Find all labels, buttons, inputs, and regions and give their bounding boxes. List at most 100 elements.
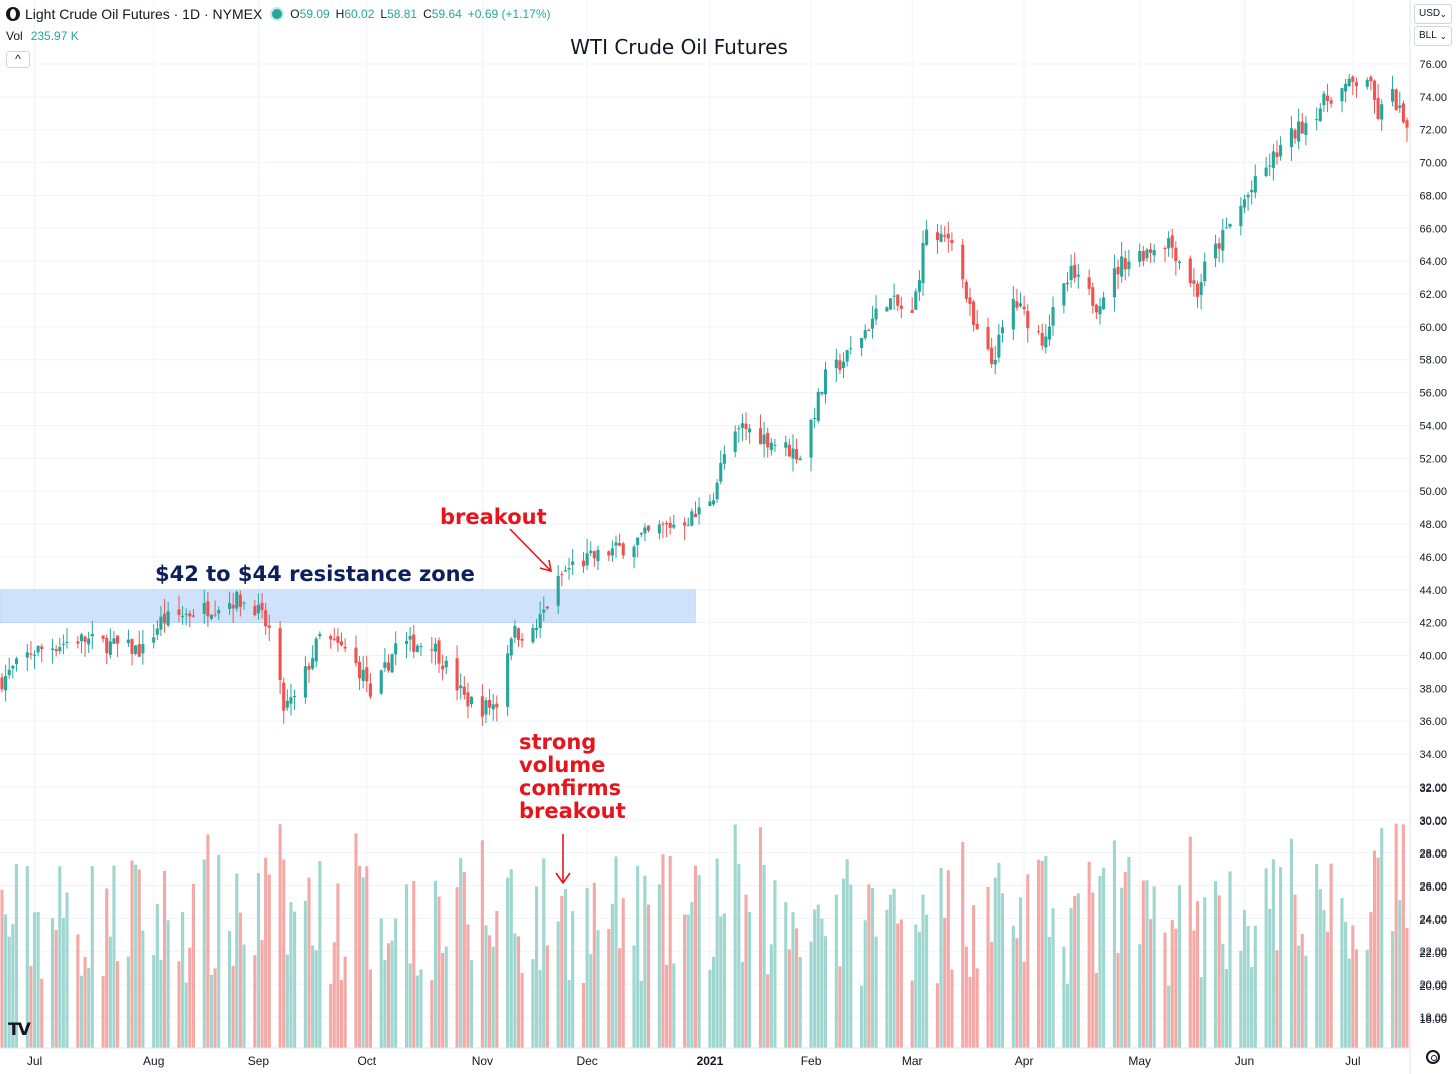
candle-body bbox=[784, 442, 788, 448]
candle-body bbox=[11, 665, 15, 669]
candle-body bbox=[404, 641, 409, 645]
price-series bbox=[0, 73, 1409, 726]
volume-bar bbox=[1228, 871, 1232, 1048]
candle-body bbox=[1365, 79, 1369, 87]
volume-bar bbox=[668, 855, 672, 1048]
candle-body bbox=[1325, 95, 1330, 101]
candle-body bbox=[791, 448, 795, 459]
volume-bar bbox=[83, 956, 87, 1048]
candle-body bbox=[1239, 205, 1243, 227]
candle-body bbox=[1000, 327, 1005, 334]
candle-body bbox=[332, 638, 336, 640]
candle-body bbox=[90, 633, 94, 637]
candle-body bbox=[1037, 331, 1041, 333]
candle-body bbox=[592, 551, 596, 559]
candle-body bbox=[260, 602, 264, 611]
volume-bar bbox=[1268, 908, 1272, 1048]
candle-body bbox=[1026, 310, 1030, 329]
volume-bar bbox=[166, 920, 170, 1048]
volume-bar bbox=[972, 905, 976, 1048]
candle-body bbox=[379, 670, 383, 694]
volume-bar bbox=[40, 978, 44, 1048]
gear-icon[interactable] bbox=[1426, 1050, 1440, 1064]
volume-bar bbox=[1315, 863, 1319, 1048]
candle-body bbox=[990, 347, 994, 364]
collapse-legend-button[interactable]: ^ bbox=[6, 51, 30, 68]
candle-body bbox=[1224, 227, 1228, 229]
volume-bar bbox=[1011, 925, 1015, 1048]
volume-bar bbox=[1300, 933, 1304, 1048]
candle-body bbox=[1040, 333, 1044, 346]
volume-bar bbox=[480, 840, 484, 1048]
candle-body bbox=[383, 662, 387, 668]
candle-body bbox=[1242, 199, 1247, 208]
volume-bar bbox=[36, 911, 40, 1048]
candle-body bbox=[459, 685, 463, 689]
volume-bar bbox=[155, 903, 159, 1048]
candle-body bbox=[809, 419, 813, 458]
volume-bar bbox=[1000, 893, 1005, 1048]
volume-note: strong volume confirms breakout bbox=[519, 731, 626, 823]
volume-bar bbox=[469, 960, 474, 1048]
candle-body bbox=[1279, 145, 1283, 157]
volume-bar bbox=[177, 961, 181, 1048]
x-tick-label: Oct bbox=[357, 1054, 376, 1068]
volume-bar bbox=[758, 827, 763, 1048]
symbol-title[interactable]: Light Crude Oil Futures · 1D · NYMEX bbox=[25, 6, 263, 22]
volume-bar bbox=[834, 894, 838, 1048]
candle-body bbox=[1401, 103, 1405, 123]
volume-bar bbox=[90, 866, 94, 1048]
volume-bar bbox=[459, 857, 463, 1048]
volume-bar bbox=[596, 930, 600, 1048]
candle-body bbox=[1300, 121, 1304, 134]
candle-body bbox=[571, 561, 575, 565]
candle-body bbox=[1018, 303, 1023, 307]
volume-bar bbox=[686, 914, 690, 1048]
tradingview-logo[interactable]: TV bbox=[8, 1020, 31, 1040]
ohlc-open: O59.09 bbox=[290, 7, 330, 21]
volume-bar bbox=[665, 964, 669, 1048]
candle-body bbox=[394, 643, 398, 655]
volume-bar bbox=[231, 965, 235, 1048]
volume-bar bbox=[506, 877, 510, 1048]
volume-bar bbox=[1091, 892, 1095, 1048]
volume-bar bbox=[722, 913, 726, 1048]
volume-bar bbox=[618, 948, 622, 1048]
candle-body bbox=[1094, 304, 1098, 313]
volume-bar bbox=[1325, 931, 1330, 1048]
candle-body bbox=[1221, 229, 1225, 251]
y-tick-label: 70.00 bbox=[1419, 158, 1447, 170]
volume-value: 235.97 K bbox=[30, 29, 79, 43]
candle-body bbox=[256, 604, 260, 614]
candle-body bbox=[672, 524, 676, 528]
volume-bar bbox=[1163, 932, 1167, 1048]
volume-bar bbox=[1289, 838, 1293, 1048]
candle-body bbox=[632, 546, 636, 558]
currency-selector[interactable]: USD ⌄ bbox=[1414, 4, 1452, 24]
volume-bar bbox=[134, 864, 138, 1048]
volume-bar bbox=[1073, 895, 1077, 1048]
volume-bar bbox=[556, 921, 560, 1048]
x-tick-label: 2021 bbox=[697, 1054, 724, 1068]
volume-bar bbox=[365, 866, 369, 1048]
candle-body bbox=[480, 696, 484, 717]
candle-body bbox=[1246, 194, 1250, 198]
volume-bar bbox=[614, 856, 618, 1048]
candle-body bbox=[860, 338, 864, 348]
ohlc-high: H60.02 bbox=[335, 7, 375, 21]
candle-body bbox=[134, 645, 138, 654]
candle-body bbox=[560, 574, 564, 576]
volume-bar bbox=[1405, 927, 1409, 1048]
breakout-arrow bbox=[509, 528, 553, 573]
volume-bar bbox=[693, 865, 698, 1048]
volume-bar bbox=[137, 869, 141, 1048]
unit-selector[interactable]: BLL ⌄ bbox=[1414, 26, 1452, 46]
candle-body bbox=[621, 543, 625, 556]
candle-body bbox=[1116, 266, 1120, 275]
volume-legend[interactable]: Vol 235.97 K bbox=[6, 29, 79, 43]
volume-bar bbox=[25, 866, 29, 1048]
candle-body bbox=[733, 431, 737, 452]
candle-body bbox=[795, 449, 799, 460]
candle-body bbox=[1398, 105, 1402, 108]
